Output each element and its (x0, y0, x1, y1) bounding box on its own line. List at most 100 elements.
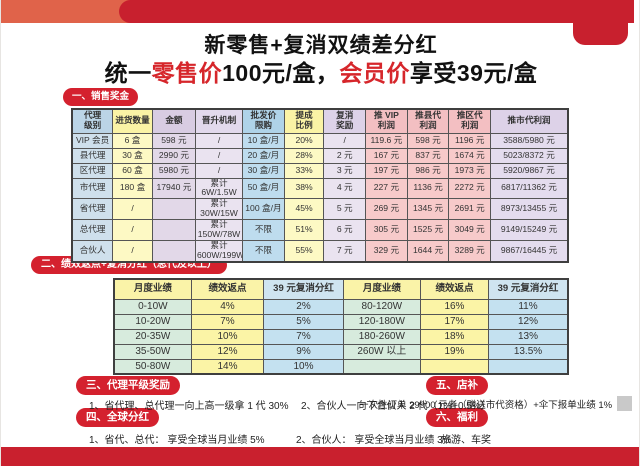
table-cell: 3049 元 (448, 219, 492, 241)
subtitle-price: 100元/盒， (222, 60, 340, 86)
column-header: 进货数量 (112, 108, 153, 134)
table-cell: 17% (419, 313, 490, 330)
table-cell (151, 219, 196, 241)
subtitle-suffix: 享受39元/盒 (409, 60, 538, 86)
table-cell: 5023/8372 元 (490, 147, 569, 164)
top-bar-red-segment (119, 0, 634, 23)
table-cell: 6 盒 (112, 132, 153, 149)
table-cell: 1674 元 (448, 147, 492, 164)
table-cell: 60 盒 (112, 162, 153, 179)
peer-reward-item-2: 2、合伙人一向下合伙人 2 代（1%+0.5%） (301, 401, 491, 412)
column-header: 批发价 限购 (242, 108, 285, 134)
table-cell: 10% (190, 328, 265, 345)
table-cell: 5% (263, 313, 344, 330)
table-cell: 县代理 (71, 147, 114, 164)
table-cell: 38% (283, 177, 325, 200)
table-cell: 180 盒 (112, 177, 153, 200)
table-cell: 3289 元 (448, 239, 492, 263)
table-cell (342, 358, 421, 375)
table-cell: 120-180W (342, 313, 421, 330)
table-cell: 28% (283, 147, 325, 164)
table-row: VIP 会员 6 盒 598 元/10 盒/月 20%/119.6 元 598 元 119… (71, 132, 569, 149)
subtitle-prefix: 统一 (104, 60, 152, 86)
table-row: 县代理 30 盒 2990 元/20 盒/月 28% 2 元 167 元 837 元 1674… (71, 147, 569, 164)
table-cell (419, 358, 490, 375)
column-header: 绩效返点 (190, 278, 265, 300)
section-badge-peer-reward: 三、代理平级奖励 (76, 376, 180, 395)
table-cell: 累计 30W/15W (194, 198, 244, 220)
table-cell: 9149/15249 元 (490, 219, 569, 241)
table-cell (151, 239, 196, 263)
table-cell: 11% (488, 298, 569, 315)
table-cell: 18% (419, 328, 490, 345)
table-cell: 12% (488, 313, 569, 330)
table-cell (488, 358, 569, 375)
table-cell: 329 元 (365, 239, 408, 263)
page-title: 新零售+复消双绩差分红 (1, 29, 639, 59)
table-cell: 5 元 (323, 198, 367, 220)
title-text: 新零售+复消双绩差分红 (204, 34, 438, 57)
subtitle-member-price-label: 会员价 (339, 60, 410, 86)
table-cell: 50 盒/月 (242, 177, 285, 200)
table-cell: 16% (419, 298, 490, 315)
table-cell: 9867/16445 元 (490, 239, 569, 263)
table-cell: 45% (283, 198, 325, 220)
table-cell: 2% (263, 298, 344, 315)
table-cell: 7% (190, 313, 265, 330)
column-header: 推区代 利润 (448, 108, 492, 134)
table-cell: 260W 以上 (342, 343, 421, 360)
table-cell: 55% (283, 239, 325, 263)
table-cell: 986 元 (406, 162, 450, 179)
sales-bonus-table: 代理 级别 进货数量 金额 晋升机制 批发价 限购 提成 比例 复消 奖励推 VIP 利润推… (71, 108, 569, 263)
table-cell: 7% (263, 328, 344, 345)
table-cell: 3588/5980 元 (490, 132, 569, 149)
table-cell: 197 元 (365, 162, 408, 179)
table-cell: / (194, 132, 244, 149)
section-badge-sales-bonus: 一、销售奖金 (63, 88, 139, 106)
table-cell: 1644 元 (406, 239, 450, 263)
column-header: 39 元复消分红 (488, 278, 569, 300)
table-cell: 305 元 (365, 219, 408, 241)
table-cell: 10 盒/月 (242, 132, 285, 149)
table-cell: / (112, 198, 153, 220)
table-cell: 51% (283, 219, 325, 241)
table-cell: 9% (263, 343, 344, 360)
table-row: 10-20W 7% 5% 120-180W 17% 12% (113, 313, 569, 330)
table-cell: 12% (190, 343, 265, 360)
store-subsidy-text: 一次性订单 29900 元者（赠送市代资格）+伞下报单业绩 1% (359, 400, 613, 411)
table-row: 省代理 / 累计 30W/15W 100 盒/月 45% 5 元 269 元 1345 元 26… (71, 198, 569, 220)
table-cell: / (323, 132, 367, 149)
table-cell: 4 元 (323, 177, 367, 200)
table-cell: 总代理 (71, 219, 114, 241)
table-cell: 2 元 (323, 147, 367, 164)
table-cell: 598 元 (151, 132, 196, 149)
table-row: 区代理 60 盒 5980 元/30 盒/月 33% 3 元 197 元 986 元 1973… (71, 162, 569, 179)
table-cell: 8973/13455 元 (490, 198, 569, 220)
table-cell: / (112, 219, 153, 241)
table-cell: 14% (190, 358, 265, 375)
table-cell: 3 元 (323, 162, 367, 179)
table-cell (151, 198, 196, 220)
top-bar-orange-segment (1, 0, 139, 23)
global-dividend-item-2: 2、合伙人： 享受全球当月业绩 3% (296, 435, 452, 446)
table-cell: 7 元 (323, 239, 367, 263)
table-cell: 1525 元 (406, 219, 450, 241)
section-badge-global-dividend: 四、全球分红 (76, 408, 159, 427)
table-row: 35-50W 12% 9% 260W 以上 19% 13.5% (113, 343, 569, 360)
header-row: 代理 级别 进货数量 金额 晋升机制 批发价 限购 提成 比例 复消 奖励推 VIP 利润推… (71, 108, 569, 134)
table-cell: 10-20W (113, 313, 192, 330)
table-cell: 1973 元 (448, 162, 492, 179)
column-header: 推 VIP 利润 (365, 108, 408, 134)
table-cell: 13% (488, 328, 569, 345)
top-right-ribbon-tab (573, 0, 628, 45)
table-cell: / (194, 147, 244, 164)
table-cell: 不限 (242, 239, 285, 263)
table-cell: 1345 元 (406, 198, 450, 220)
table-cell: 30 盒/月 (242, 162, 285, 179)
section-badge-welfare: 六、福利 (426, 408, 488, 427)
table-cell: 20 盒/月 (242, 147, 285, 164)
table-cell: 5980 元 (151, 162, 196, 179)
table-cell: 累计 6W/1.5W (194, 177, 244, 200)
table-cell: 30 盒 (112, 147, 153, 164)
